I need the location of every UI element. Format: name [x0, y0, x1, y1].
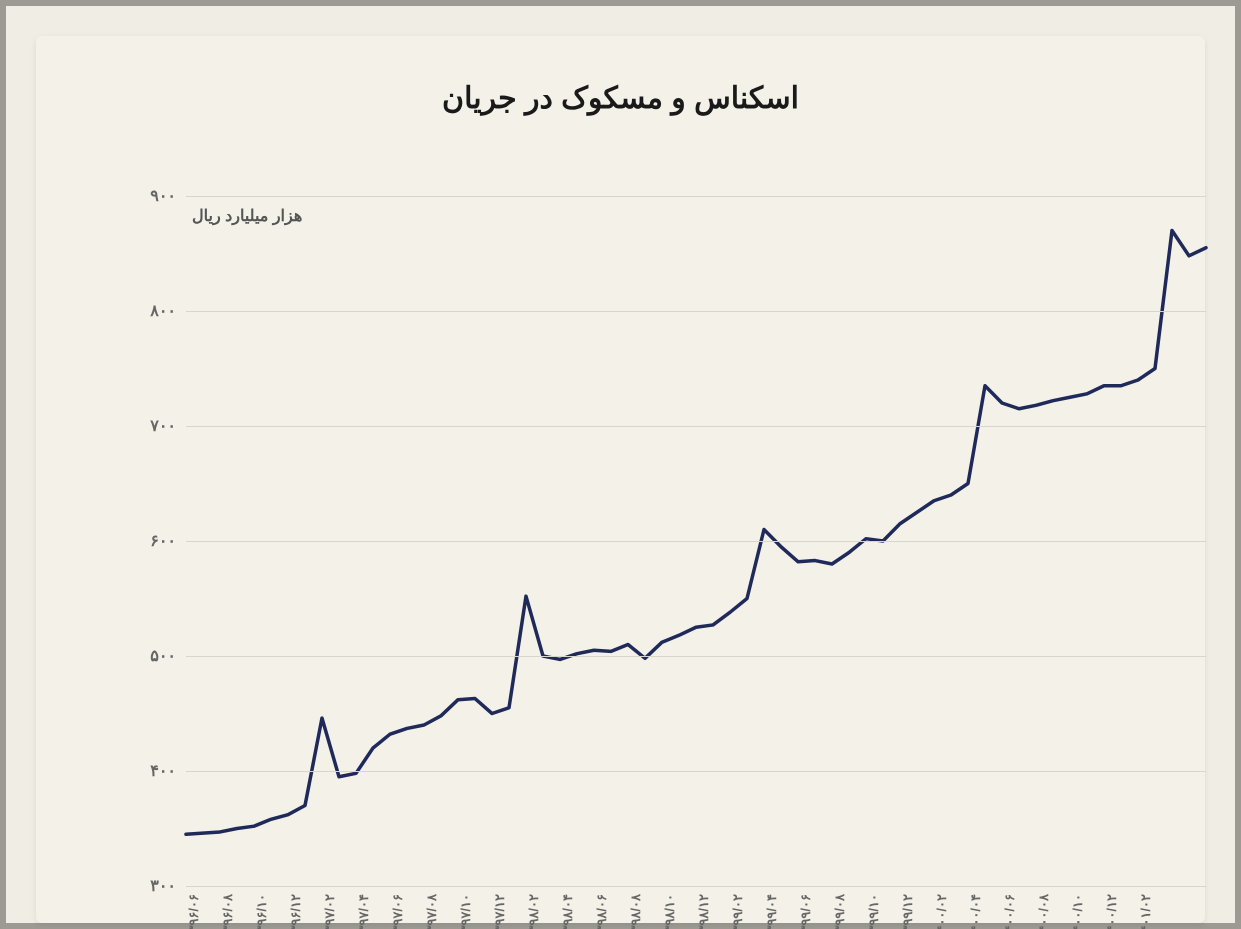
x-tick-label: ۴۰۰/۰۶ — [1002, 894, 1018, 929]
x-tick-label: ۳۹۷/۰۲ — [322, 894, 338, 929]
x-tick-label: ۳۹۸/۰۲ — [526, 894, 542, 929]
x-tick-label: ۳۹۸/۰۸ — [628, 894, 644, 929]
gridline — [186, 196, 1206, 197]
x-tick-label: ۳۹۸/۰۴ — [560, 894, 576, 929]
chart-card: اسکناس و مسکوک در جریان هزار میلیارد ریا… — [36, 36, 1205, 923]
x-tick-label: ۳۹۸/۱۲ — [696, 894, 712, 929]
x-tick-label: ۳۹۷/۱۲ — [492, 894, 508, 929]
x-tick-label: ۳۹۹/۱۲ — [900, 894, 916, 929]
gridline — [186, 771, 1206, 772]
y-tick-label: ۴۰۰ — [150, 761, 176, 781]
x-tick-label: ۳۹۹/۰۲ — [730, 894, 746, 929]
plot-area: هزار میلیارد ریال ۳۰۰۴۰۰۵۰۰۶۰۰۷۰۰۸۰۰۹۰۰۳… — [186, 196, 1206, 886]
x-tick-label: ۳۹۷/۰۶ — [390, 894, 406, 929]
y-tick-label: ۸۰۰ — [150, 301, 176, 321]
x-tick-label: ۴۰۰/۰۲ — [934, 894, 950, 929]
chart-title: اسکناس و مسکوک در جریان — [36, 81, 1205, 116]
y-tick-label: ۳۰۰ — [150, 876, 176, 896]
y-tick-label: ۶۰۰ — [150, 531, 176, 551]
x-tick-label: ۴۰۰/۱۰ — [1070, 894, 1086, 929]
gridline — [186, 541, 1206, 542]
x-tick-label: ۳۹۹/۰۶ — [798, 894, 814, 929]
x-tick-label: ۳۹۶/۰۶ — [186, 894, 202, 929]
x-tick-label: ۳۹۷/۰۸ — [424, 894, 440, 929]
x-tick-label: ۳۹۷/۰۴ — [356, 894, 372, 929]
y-tick-label: ۷۰۰ — [150, 416, 176, 436]
x-tick-label: ۳۹۶/۱۰ — [254, 894, 270, 929]
gridline — [186, 426, 1206, 427]
chart-frame: اسکناس و مسکوک در جریان هزار میلیارد ریا… — [0, 0, 1241, 929]
gridline — [186, 311, 1206, 312]
x-tick-label: ۳۹۶/۱۲ — [288, 894, 304, 929]
x-tick-label: ۴۰۱/۰۲ — [1138, 894, 1154, 929]
y-tick-label: ۹۰۰ — [150, 186, 176, 206]
x-tick-label: ۴۰۰/۰۴ — [968, 894, 984, 929]
x-tick-label: ۳۹۶/۰۸ — [220, 894, 236, 929]
y-tick-label: ۵۰۰ — [150, 646, 176, 666]
gridline — [186, 656, 1206, 657]
x-tick-label: ۳۹۷/۱۰ — [458, 894, 474, 929]
x-tick-label: ۳۹۸/۰۶ — [594, 894, 610, 929]
x-tick-label: ۳۹۹/۰۴ — [764, 894, 780, 929]
x-tick-label: ۳۹۹/۰۸ — [832, 894, 848, 929]
x-tick-label: ۴۰۰/۰۸ — [1036, 894, 1052, 929]
x-tick-label: ۳۹۹/۱۰ — [866, 894, 882, 929]
gridline — [186, 886, 1206, 887]
x-tick-label: ۳۹۸/۱۰ — [662, 894, 678, 929]
x-tick-label: ۴۰۰/۱۲ — [1104, 894, 1120, 929]
